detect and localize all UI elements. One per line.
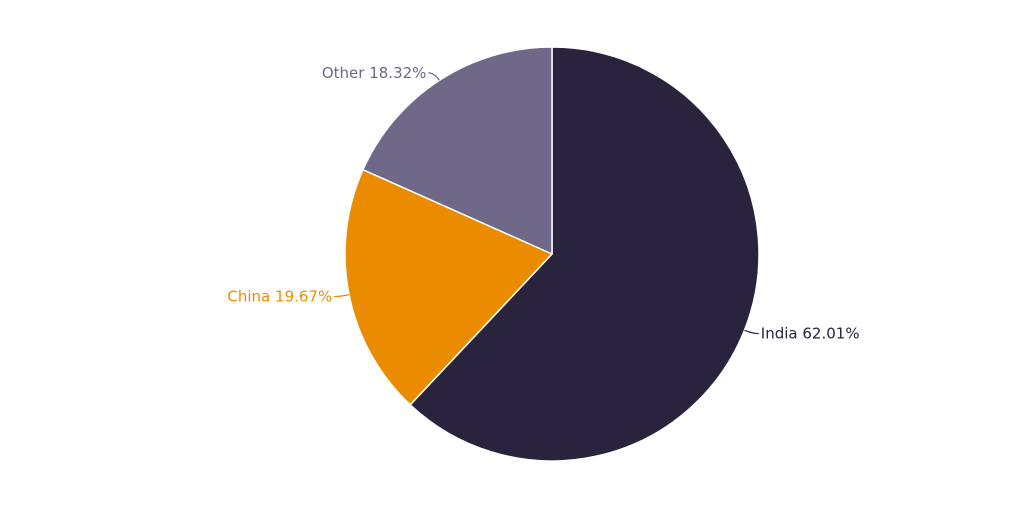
pie-slice-other[interactable]: [362, 46, 553, 255]
pie-labels: India 62.01% China 19.67% Other 18.32%: [227, 64, 859, 343]
pie-label-india: India 62.01%: [761, 325, 860, 343]
pie-label-china: China 19.67%: [227, 288, 332, 306]
pie-leader-india: [744, 329, 759, 335]
pie-slice-china[interactable]: [344, 168, 553, 406]
pie-leader-china: [334, 294, 350, 298]
pie-leader-other: [428, 72, 440, 81]
pie-slices: [344, 46, 760, 462]
pie-label-other: Other 18.32%: [322, 64, 427, 82]
